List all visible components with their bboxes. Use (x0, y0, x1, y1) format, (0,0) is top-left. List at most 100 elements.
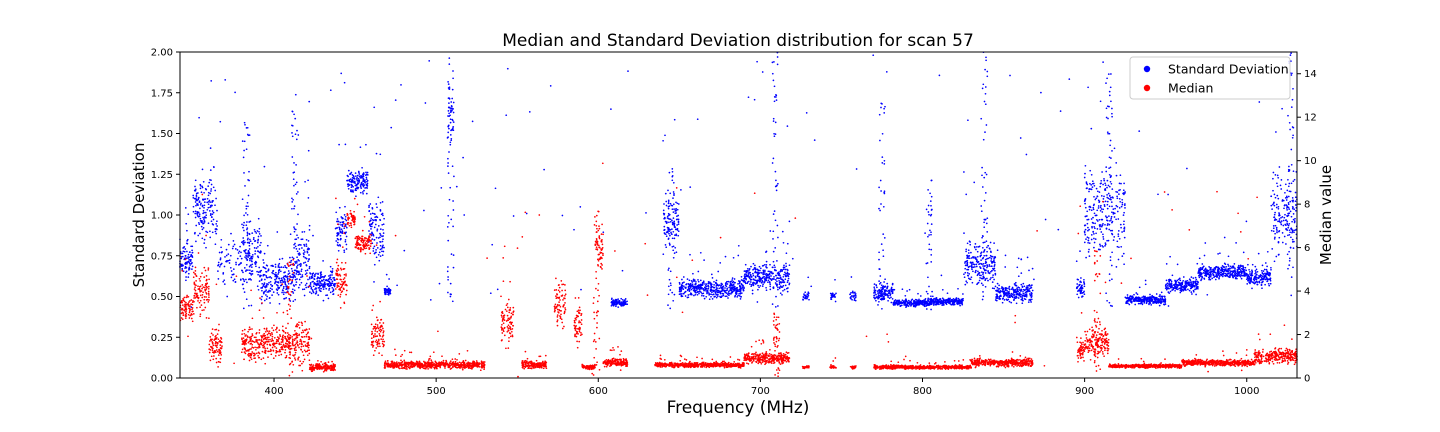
data-point (383, 246, 385, 249)
data-point (388, 288, 391, 290)
data-point (669, 202, 672, 205)
data-point (1168, 283, 1171, 286)
data-point (784, 274, 787, 277)
data-point (1268, 284, 1271, 287)
data-point (674, 234, 676, 236)
data-point (1155, 293, 1158, 295)
data-point (1158, 295, 1161, 298)
data-point (369, 225, 372, 228)
data-point (957, 302, 959, 305)
data-point (1293, 231, 1295, 234)
data-point (375, 256, 378, 259)
data-point (623, 303, 626, 305)
data-point (277, 270, 280, 272)
data-point (744, 282, 747, 285)
data-point (212, 165, 215, 168)
data-point (1121, 203, 1124, 206)
data-point (323, 281, 326, 284)
data-point (269, 280, 272, 283)
data-point (311, 289, 314, 291)
data-point (989, 254, 992, 257)
data-point (713, 284, 715, 286)
data-point (201, 204, 204, 207)
data-point (341, 221, 344, 223)
data-point (374, 216, 376, 219)
data-point (760, 278, 762, 281)
data-point (834, 300, 837, 303)
data-point (350, 190, 352, 193)
data-point (254, 263, 257, 265)
data-point (876, 286, 878, 289)
data-point (1192, 280, 1195, 283)
data-point (328, 287, 331, 290)
data-point (1167, 291, 1170, 293)
data-point (873, 283, 876, 285)
data-point (750, 283, 753, 286)
data-point (1207, 269, 1210, 272)
data-point (711, 285, 714, 288)
data-point (756, 273, 759, 276)
data-point (890, 286, 893, 289)
data-point (993, 259, 995, 262)
data-point (220, 262, 223, 265)
data-point (185, 279, 187, 282)
data-point (365, 143, 367, 146)
data-point (688, 287, 690, 290)
data-point (677, 203, 680, 205)
data-point (1031, 289, 1034, 292)
data-point (1106, 200, 1109, 203)
data-point (185, 222, 188, 225)
data-point (1273, 216, 1276, 218)
data-point (352, 189, 354, 192)
data-point (1115, 162, 1118, 164)
data-point (932, 304, 935, 306)
data-point (198, 200, 201, 203)
data-point (1222, 272, 1225, 275)
data-point (681, 287, 684, 289)
data-point (1120, 226, 1122, 229)
data-point (376, 216, 379, 219)
data-point (336, 235, 338, 237)
data-point (768, 280, 771, 283)
data-point (1084, 164, 1087, 167)
data-point (874, 297, 876, 300)
data-point (1007, 296, 1009, 298)
data-point (280, 281, 282, 284)
data-point (775, 283, 778, 286)
data-point (749, 274, 752, 277)
data-point (1016, 266, 1019, 269)
data-point (1008, 287, 1010, 289)
data-point (879, 292, 881, 294)
data-point (979, 262, 981, 265)
data-point (1138, 300, 1140, 303)
data-point (205, 214, 208, 217)
data-point (996, 282, 999, 285)
data-point (448, 112, 450, 115)
data-point (343, 249, 346, 252)
data-point (239, 255, 242, 257)
data-point (966, 272, 969, 274)
data-point (761, 276, 764, 279)
data-point (225, 254, 228, 257)
data-point (835, 292, 837, 295)
data-point (994, 273, 997, 276)
data-point (1112, 208, 1115, 210)
data-point (1083, 241, 1086, 244)
data-point (1108, 215, 1110, 217)
data-point (1189, 281, 1192, 283)
data-point (355, 189, 358, 192)
data-point (308, 254, 310, 256)
data-point (255, 247, 258, 249)
data-point (1121, 231, 1123, 233)
data-point (212, 223, 215, 226)
data-point (1255, 274, 1258, 276)
data-point (257, 235, 260, 238)
data-point (719, 291, 721, 294)
data-point (354, 172, 357, 174)
data-point (759, 284, 762, 287)
data-point (333, 282, 336, 285)
data-point (192, 194, 195, 197)
data-point (185, 266, 188, 269)
data-point (731, 286, 733, 288)
data-point (207, 185, 210, 187)
